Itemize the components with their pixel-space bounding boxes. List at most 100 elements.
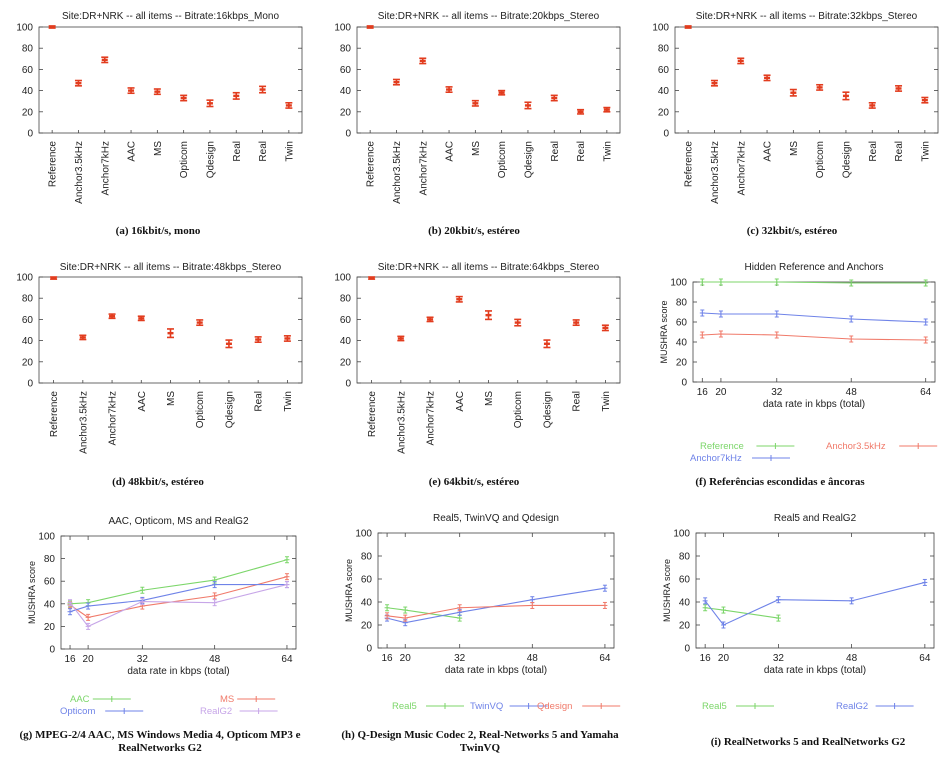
- category-label: MS: [484, 391, 495, 406]
- x-tick-label: 20: [83, 654, 95, 665]
- x-axis-label: data rate in kbps (total): [763, 399, 865, 410]
- x-axis-label: data rate in kbps (total): [764, 665, 866, 676]
- y-tick-label: 60: [676, 318, 688, 329]
- category-label: Real: [894, 141, 905, 162]
- x-tick-label: 16: [64, 654, 76, 665]
- category-label: Qdesign: [841, 141, 852, 178]
- figure-caption: (c) 32kbit/s, estéreo: [747, 225, 838, 237]
- category-label: Opticom: [179, 141, 190, 178]
- category-label: Qdesign: [542, 391, 553, 428]
- figure-caption: (b) 20kbit/s, estéreo: [428, 225, 520, 237]
- x-tick-label: 48: [527, 653, 539, 664]
- legend-label: MS: [220, 694, 234, 705]
- y-tick-label: 100: [355, 529, 372, 540]
- category-label: Qdesign: [523, 141, 534, 178]
- category-label: Opticom: [195, 391, 206, 428]
- category-label: Real: [254, 391, 265, 412]
- figure-caption: (f) Referências escondidas e âncoras: [695, 476, 865, 488]
- y-tick-label: 60: [658, 65, 670, 76]
- x-tick-label: 16: [382, 653, 394, 664]
- x-tick-label: 20: [718, 653, 730, 664]
- legend-label: AAC: [70, 694, 90, 705]
- series-line: [702, 333, 926, 341]
- chart-title: Hidden Reference and Anchors: [745, 262, 884, 273]
- category-label: AAC: [137, 391, 148, 412]
- category-label: Anchor3.5kHz: [710, 141, 721, 204]
- chart-panel-5: Site:DR+NRK -- all items -- Bitrate:64kb…: [334, 262, 621, 488]
- category-label: AAC: [127, 141, 138, 162]
- chart-panel-3: Site:DR+NRK -- all items -- Bitrate:32kb…: [652, 11, 939, 237]
- y-tick-label: 100: [670, 278, 687, 289]
- series-line: [704, 581, 925, 626]
- chart-panel-4: Site:DR+NRK -- all items -- Bitrate:48kb…: [16, 262, 303, 488]
- plot-frame: [38, 26, 303, 134]
- y-tick-label: 0: [681, 378, 687, 389]
- plot-frame: [60, 535, 297, 650]
- y-tick-label: 20: [22, 357, 34, 368]
- y-tick-label: 80: [340, 44, 352, 55]
- chart-title: Site:DR+NRK -- all items -- Bitrate:64kb…: [378, 262, 600, 273]
- legend-label: Real5: [702, 701, 727, 712]
- y-tick-label: 100: [652, 23, 669, 34]
- y-tick-label: 40: [22, 336, 34, 347]
- plot-frame: [695, 532, 935, 649]
- x-axis-label: data rate in kbps (total): [445, 665, 547, 676]
- y-tick-label: 60: [22, 65, 34, 76]
- y-tick-label: 60: [22, 315, 34, 326]
- y-axis-label: MUSHRA score: [659, 300, 669, 363]
- chart-panel-9: Real5 and RealG2 0 20 40 60 80 100 16 20 32 48 64 da…: [662, 513, 935, 748]
- y-tick-label: 20: [44, 622, 56, 633]
- chart-title: Site:DR+NRK -- all items -- Bitrate:20kb…: [378, 11, 600, 22]
- category-label: Twin: [283, 391, 294, 412]
- chart-panel-6: Hidden Reference and Anchors 0 20 40 60 80 100…: [659, 262, 938, 488]
- chart-panel-1: Site:DR+NRK -- all items -- Bitrate:16kb…: [16, 11, 303, 237]
- legend-label: TwinVQ: [470, 701, 503, 712]
- category-label: Anchor7kHz: [736, 141, 747, 195]
- category-label: Real: [258, 141, 269, 162]
- category-label: AAC: [455, 391, 466, 412]
- category-label: Reference: [366, 141, 377, 188]
- category-label: Opticom: [497, 141, 508, 178]
- category-label: Reference: [48, 141, 59, 188]
- y-axis-label: MUSHRA score: [27, 561, 37, 624]
- category-label: Twin: [284, 141, 295, 162]
- y-tick-label: 100: [334, 23, 351, 34]
- category-label: Reference: [684, 141, 695, 188]
- category-label: Real: [550, 141, 561, 162]
- chart-panel-7: AAC, Opticom, MS and RealG2 0 20 40 60 80 100 1…: [20, 516, 301, 754]
- category-label: Anchor3.5kHz: [74, 141, 85, 204]
- figure-caption: (d) 48kbit/s, estéreo: [112, 476, 204, 488]
- y-tick-label: 100: [334, 273, 351, 284]
- figure-caption-line: (g) MPEG-2/4 AAC, MS Windows Media 4, Op…: [20, 729, 301, 741]
- category-label: Anchor3.5kHz: [78, 391, 89, 454]
- category-label: Twin: [920, 141, 931, 162]
- figure-caption: (a) 16kbit/s, mono: [116, 225, 201, 237]
- legend-label: Qdesign: [537, 701, 572, 712]
- y-tick-label: 20: [340, 107, 352, 118]
- category-label: Reference: [367, 391, 378, 438]
- chart-title: Site:DR+NRK -- all items -- Bitrate:16kb…: [62, 11, 279, 22]
- chart-title: Real5, TwinVQ and Qdesign: [433, 513, 559, 524]
- plot-frame: [356, 276, 621, 384]
- chart-title: Real5 and RealG2: [774, 513, 857, 524]
- legend-label: Opticom: [60, 706, 95, 717]
- chart-panel-8: Real5, TwinVQ and Qdesign 0 20 40 60 80 100 16 2…: [341, 513, 621, 754]
- figure-caption: (e) 64kbit/s, estéreo: [429, 476, 520, 488]
- chart-title: Site:DR+NRK -- all items -- Bitrate:48kb…: [60, 262, 282, 273]
- legend-label: Anchor3.5kHz: [826, 441, 886, 452]
- y-tick-label: 20: [658, 107, 670, 118]
- y-axis-label: MUSHRA score: [662, 559, 672, 622]
- category-label: Anchor7kHz: [100, 141, 111, 195]
- x-tick-label: 16: [700, 653, 712, 664]
- chart-title: Site:DR+NRK -- all items -- Bitrate:32kb…: [696, 11, 918, 22]
- y-tick-label: 60: [340, 65, 352, 76]
- x-tick-label: 16: [697, 387, 709, 398]
- y-tick-label: 0: [49, 645, 55, 656]
- y-tick-label: 100: [16, 23, 33, 34]
- category-label: Real: [576, 141, 587, 162]
- category-label: AAC: [445, 141, 456, 162]
- legend-label: RealG2: [836, 701, 868, 712]
- figure-caption-line: TwinVQ: [460, 742, 501, 754]
- category-label: Opticom: [513, 391, 524, 428]
